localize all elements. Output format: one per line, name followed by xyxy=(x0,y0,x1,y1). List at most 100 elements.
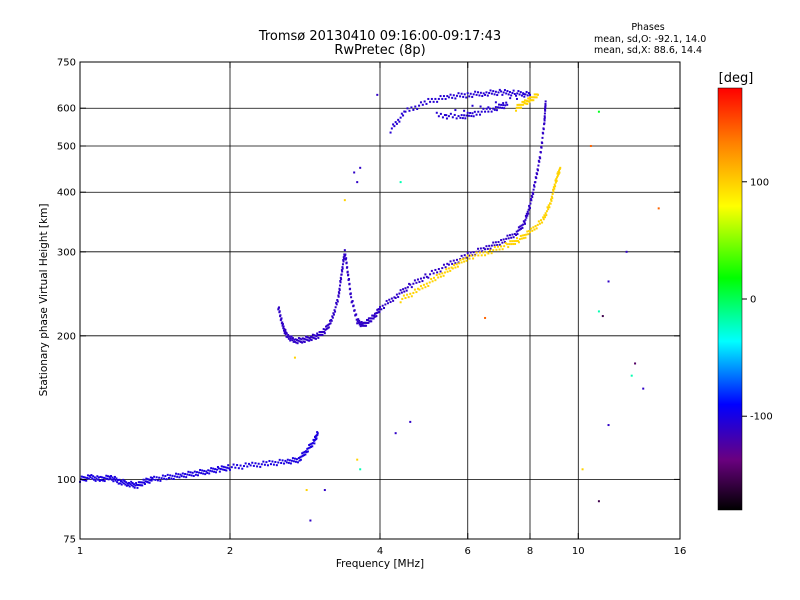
data-point xyxy=(223,468,226,471)
data-point xyxy=(294,338,297,341)
x-tick-label: 1 xyxy=(77,546,83,557)
data-point xyxy=(312,336,315,339)
data-point xyxy=(409,292,412,295)
data-point xyxy=(294,460,297,463)
data-point xyxy=(467,114,470,117)
data-point xyxy=(461,258,464,261)
data-point xyxy=(359,321,362,324)
data-point xyxy=(228,467,231,470)
data-point xyxy=(343,249,346,252)
data-point xyxy=(281,323,284,326)
data-point xyxy=(310,445,313,448)
data-point xyxy=(218,470,221,473)
data-point xyxy=(149,479,152,482)
data-point xyxy=(413,279,416,282)
data-point xyxy=(460,92,463,95)
data-point xyxy=(339,276,342,279)
data-point xyxy=(464,117,467,120)
data-point xyxy=(510,94,513,97)
data-point xyxy=(202,472,205,475)
data-point xyxy=(503,107,506,110)
data-point xyxy=(529,207,531,210)
data-point xyxy=(301,454,304,457)
data-point xyxy=(475,251,478,254)
data-point xyxy=(416,108,419,111)
data-point xyxy=(508,234,511,237)
data-point xyxy=(314,337,317,340)
data-point xyxy=(365,324,368,327)
data-point xyxy=(322,330,325,333)
data-point xyxy=(466,254,469,257)
data-point xyxy=(459,258,462,261)
data-point xyxy=(410,286,413,289)
data-point xyxy=(529,231,531,234)
data-point xyxy=(500,103,503,106)
data-point xyxy=(86,477,89,480)
data-point xyxy=(556,176,559,179)
data-point xyxy=(422,276,425,279)
data-point xyxy=(304,453,307,456)
data-point xyxy=(283,332,286,335)
data-point xyxy=(529,93,531,96)
data-point xyxy=(597,110,600,113)
data-point xyxy=(200,472,203,475)
data-point xyxy=(463,93,466,96)
data-point xyxy=(524,218,527,221)
data-point xyxy=(557,173,560,176)
data-point xyxy=(327,323,330,326)
data-point xyxy=(166,473,169,476)
data-point xyxy=(447,263,450,266)
data-point xyxy=(525,90,528,93)
data-point xyxy=(544,108,547,111)
data-point xyxy=(130,484,133,487)
data-point xyxy=(512,236,515,239)
data-point xyxy=(334,310,337,313)
data-point xyxy=(454,262,457,265)
data-point xyxy=(500,245,503,248)
data-point xyxy=(305,451,308,454)
data-point xyxy=(116,478,119,481)
data-point xyxy=(292,460,295,463)
data-point xyxy=(471,95,474,98)
data-point xyxy=(544,100,547,103)
data-point xyxy=(344,253,347,256)
data-point xyxy=(415,281,418,284)
data-point xyxy=(293,457,296,460)
data-point xyxy=(326,324,329,327)
data-point xyxy=(244,462,247,465)
data-point xyxy=(239,464,242,467)
data-point xyxy=(443,271,446,274)
data-point xyxy=(247,462,250,465)
data-point xyxy=(384,303,387,306)
data-point xyxy=(215,471,218,474)
data-point xyxy=(556,172,559,175)
data-point xyxy=(90,474,93,477)
data-point xyxy=(553,187,556,190)
data-point xyxy=(418,104,421,107)
data-point xyxy=(142,478,145,481)
data-point xyxy=(525,216,528,219)
data-point xyxy=(155,476,158,479)
data-point xyxy=(353,309,356,312)
data-point xyxy=(416,278,419,281)
data-point xyxy=(466,111,469,114)
data-point xyxy=(217,467,220,470)
data-point xyxy=(147,481,150,484)
data-point xyxy=(306,447,309,450)
data-point xyxy=(190,474,193,477)
data-point xyxy=(130,480,133,483)
data-point xyxy=(395,122,398,125)
data-point xyxy=(268,459,271,462)
data-point xyxy=(356,322,359,325)
data-point xyxy=(115,477,118,480)
data-point xyxy=(455,263,458,266)
data-point xyxy=(337,291,340,294)
data-point xyxy=(305,335,308,338)
data-point xyxy=(288,335,291,338)
data-point xyxy=(278,306,281,309)
data-point xyxy=(528,204,531,207)
data-point xyxy=(297,337,300,340)
data-point xyxy=(412,108,415,111)
data-point xyxy=(511,92,514,95)
data-point xyxy=(445,268,448,271)
